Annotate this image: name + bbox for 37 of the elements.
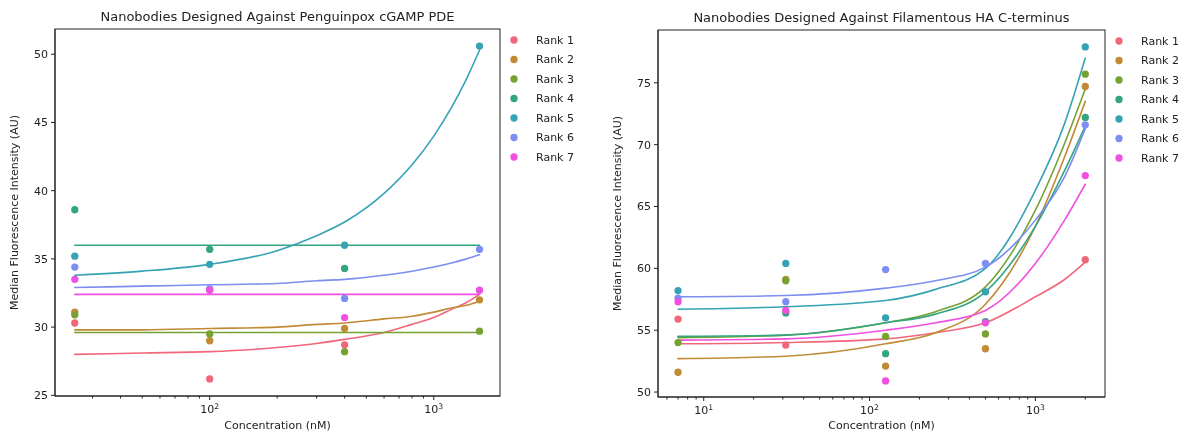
legend-label: Rank 2 — [1141, 54, 1179, 68]
x-axis-title: Concentration (nM) — [224, 419, 331, 432]
y-tick-label: 45 — [34, 116, 48, 130]
y-axis-title: Median Fluorescence Intensity (AU) — [8, 114, 21, 311]
x-tick-label: 10$^{3}$ — [424, 401, 444, 416]
chart-title: Nanobodies Designed Against Penguinpox cGAMP PDE — [100, 9, 455, 24]
legend-label: Rank 3 — [1141, 73, 1179, 87]
x-tick-label: 10$^{1}$ — [694, 402, 714, 417]
legend-label: Rank 7 — [1141, 151, 1179, 165]
legend-label: Rank 4 — [1141, 93, 1179, 107]
legend-label: Rank 1 — [536, 33, 574, 47]
y-tick-label: 55 — [637, 324, 651, 338]
y-tick-label: 35 — [34, 252, 48, 266]
legend-label: Rank 2 — [536, 53, 574, 67]
legend-label: Rank 7 — [536, 150, 574, 164]
x-tick-label: 10$^{2}$ — [200, 401, 220, 416]
y-tick-label: 40 — [34, 184, 48, 198]
y-tick-label: 70 — [637, 138, 651, 152]
x-tick-label: 10$^{2}$ — [860, 402, 880, 417]
y-tick-label: 30 — [34, 320, 48, 334]
x-tick-label: 10$^{3}$ — [1025, 402, 1045, 417]
y-tick-label: 75 — [637, 76, 651, 90]
y-tick-label: 50 — [637, 385, 651, 399]
legend-label: Rank 5 — [1141, 112, 1179, 126]
y-tick-label: 65 — [637, 200, 651, 214]
legend-label: Rank 6 — [1141, 132, 1179, 146]
legend-label: Rank 6 — [536, 131, 574, 145]
chart-title: Nanobodies Designed Against Filamentous HA C-terminus — [693, 10, 1070, 25]
x-axis-title: Concentration (nM) — [828, 419, 935, 432]
legend-label: Rank 4 — [536, 92, 574, 106]
y-tick-label: 50 — [34, 48, 48, 62]
y-axis-title: Median Fluorescence Intensity (AU) — [611, 115, 624, 312]
legend-label: Rank 5 — [536, 111, 574, 125]
y-tick-label: 60 — [637, 262, 651, 276]
legend-label: Rank 1 — [1141, 34, 1179, 48]
y-tick-label: 25 — [34, 389, 48, 403]
legend-label: Rank 3 — [536, 72, 574, 86]
